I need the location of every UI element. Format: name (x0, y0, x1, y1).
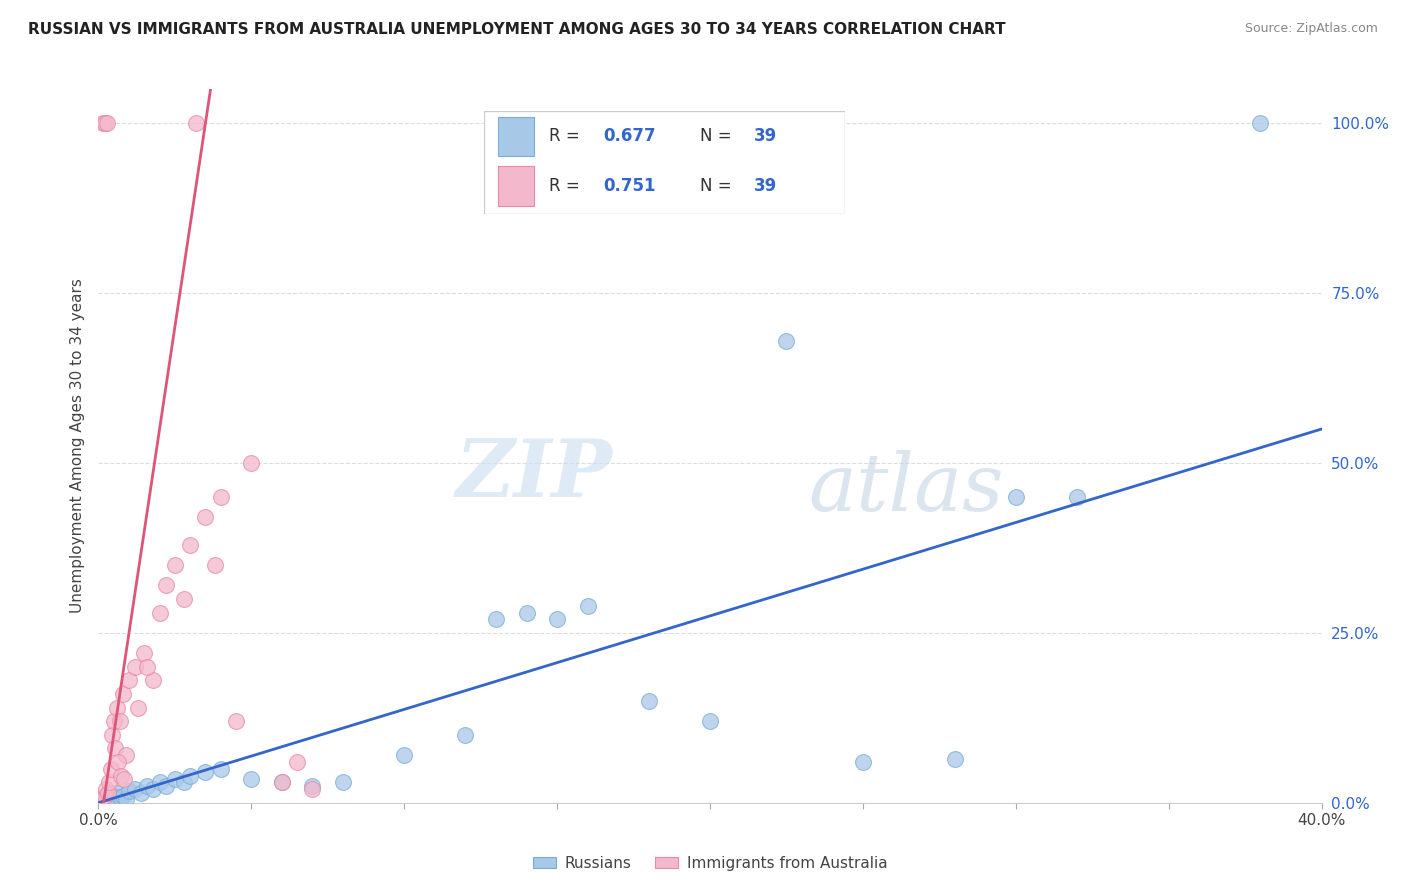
Point (852, 755, 875, 769)
Y-axis label: Unemployment Among Ages 30 to 34 years: Unemployment Among Ages 30 to 34 years (69, 278, 84, 614)
Point (173, 775, 195, 789)
Point (104, 741, 127, 756)
Point (1004, 490, 1026, 504)
Point (301, 779, 323, 793)
Legend: Russians, Immigrants from Australia: Russians, Immigrants from Australia (527, 850, 893, 877)
Text: Source: ZipAtlas.com: Source: ZipAtlas.com (1244, 22, 1378, 36)
Point (149, 775, 172, 789)
Point (103, 791, 125, 805)
Point (136, 660, 159, 674)
Point (124, 782, 146, 797)
Point (392, 748, 416, 763)
Point (332, 775, 354, 789)
Point (546, 612, 568, 626)
Point (149, 606, 172, 620)
Text: atlas: atlas (808, 450, 1004, 527)
Point (105, 786, 128, 800)
Point (194, 510, 217, 524)
Point (163, 772, 186, 786)
Point (97, 790, 120, 805)
Point (108, 790, 131, 805)
Point (111, 687, 134, 701)
Point (637, 694, 661, 708)
Point (285, 755, 308, 769)
Point (118, 783, 141, 797)
Point (179, 769, 201, 783)
Point (97, 786, 120, 800)
Point (111, 789, 134, 803)
Point (96, 116, 118, 130)
Point (775, 334, 797, 348)
Point (112, 772, 135, 786)
Point (1250, 116, 1272, 130)
Text: RUSSIAN VS IMMIGRANTS FROM AUSTRALIA UNEMPLOYMENT AMONG AGES 30 TO 34 YEARS CORR: RUSSIAN VS IMMIGRANTS FROM AUSTRALIA UNE… (28, 22, 1005, 37)
Point (100, 762, 122, 776)
Point (124, 660, 146, 674)
Text: ZIP: ZIP (456, 436, 612, 513)
Point (110, 769, 132, 783)
Point (90, 792, 112, 806)
Point (94, 116, 117, 130)
Point (90, 792, 112, 806)
Point (93, 789, 115, 803)
Point (98, 775, 121, 789)
Point (485, 612, 508, 626)
Point (454, 728, 477, 742)
Point (94, 782, 117, 797)
Point (107, 755, 129, 769)
Point (194, 765, 217, 780)
Point (943, 751, 966, 765)
Point (93, 789, 115, 803)
Point (91, 116, 114, 130)
Point (173, 591, 195, 606)
Point (103, 714, 125, 729)
Point (100, 788, 122, 802)
Point (155, 779, 177, 793)
Point (155, 578, 177, 592)
Point (1066, 490, 1088, 504)
Point (225, 714, 247, 729)
Point (301, 782, 323, 797)
Point (179, 537, 201, 551)
Point (142, 782, 165, 797)
Point (240, 456, 263, 470)
Point (136, 779, 159, 793)
Point (270, 775, 294, 789)
Point (101, 728, 124, 742)
Point (516, 606, 538, 620)
Point (163, 558, 186, 572)
Point (209, 490, 232, 504)
Point (105, 700, 128, 714)
Point (134, 646, 156, 660)
Point (142, 673, 165, 688)
Point (240, 772, 263, 786)
Point (270, 775, 294, 789)
Point (127, 700, 149, 714)
Point (108, 714, 131, 729)
Point (129, 786, 152, 800)
Point (209, 762, 232, 776)
Point (118, 673, 141, 688)
Point (115, 748, 138, 763)
Point (699, 714, 721, 729)
Point (204, 558, 226, 572)
Point (576, 599, 599, 613)
Point (186, 116, 208, 130)
Point (115, 792, 138, 806)
